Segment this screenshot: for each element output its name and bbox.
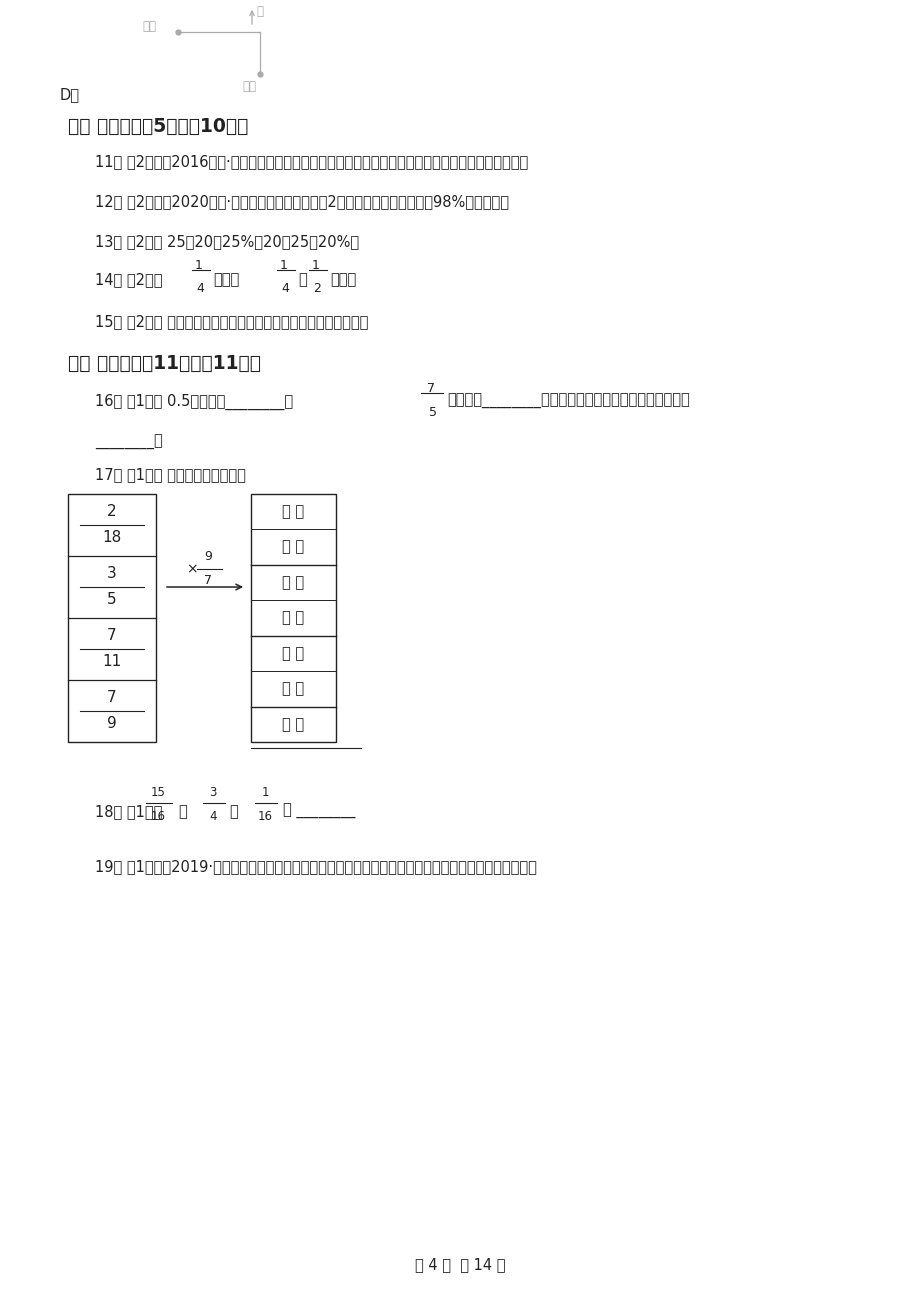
Text: 9: 9 (107, 716, 117, 732)
Bar (251, 493, 335, 742)
Text: （ ）: （ ） (282, 504, 304, 519)
Text: ＝ ________: ＝ ________ (283, 805, 355, 819)
Text: 7: 7 (204, 574, 211, 587)
Text: 7: 7 (108, 690, 117, 706)
Text: 15: 15 (151, 785, 165, 798)
Text: 北: 北 (255, 5, 263, 18)
Text: 2: 2 (108, 504, 117, 519)
Text: （ ）: （ ） (282, 681, 304, 697)
Text: 是: 是 (298, 272, 306, 286)
Text: 17． （1分） 比一比，谁填得快．: 17． （1分） 比一比，谁填得快． (95, 467, 245, 482)
Text: －: － (177, 805, 187, 819)
Text: 5: 5 (108, 592, 117, 608)
Text: 7: 7 (426, 381, 435, 395)
Text: 1: 1 (312, 259, 320, 272)
Text: ×: × (186, 562, 198, 575)
Text: －: － (229, 805, 237, 819)
Text: 4: 4 (280, 283, 289, 296)
Text: 1: 1 (279, 259, 288, 272)
Text: 公园: 公园 (242, 79, 255, 92)
Text: 3: 3 (210, 785, 217, 798)
Bar (68, 493, 156, 742)
Text: 二、 判断题（共5题；共10分）: 二、 判断题（共5题；共10分） (68, 117, 248, 135)
Text: 5: 5 (428, 406, 437, 419)
Text: 19． （1分）（2019·孝感）在下图中所示的直线上填数。上面的口里填分数，下面的口里填整数或小数。: 19． （1分）（2019·孝感）在下图中所示的直线上填数。上面的口里填分数，下… (95, 859, 537, 874)
Text: D．: D． (60, 87, 80, 102)
Text: 4: 4 (196, 283, 204, 296)
Text: 2: 2 (312, 283, 321, 296)
Text: 7: 7 (108, 629, 117, 643)
Text: （ ）: （ ） (282, 717, 304, 732)
Text: 12． （2分）（2020六上·天峨期末）六一班今天有2人请假，今天的出勤率是98%．（　　）: 12． （2分）（2020六上·天峨期末）六一班今天有2人请假，今天的出勤率是9… (95, 194, 508, 210)
Text: 18: 18 (102, 530, 121, 546)
Text: 14． （2分）: 14． （2分） (95, 272, 163, 286)
Text: 18． （1分）: 18． （1分） (95, 805, 162, 819)
Text: （ ）: （ ） (282, 575, 304, 590)
Text: 1: 1 (261, 785, 268, 798)
Text: 1: 1 (195, 259, 203, 272)
Text: ________．: ________． (95, 435, 163, 450)
Text: 11: 11 (102, 655, 121, 669)
Text: 9: 9 (204, 551, 211, 564)
Text: 15． （2分） 扇形是圆的一部分，所以扇形的面积小于圆的面积。: 15． （2分） 扇形是圆的一部分，所以扇形的面积小于圆的面积。 (95, 314, 368, 329)
Text: （ ）: （ ） (282, 539, 304, 555)
Text: （ ）: （ ） (282, 646, 304, 661)
Text: 三、 填空题（共11题；共11分）: 三、 填空题（共11题；共11分） (68, 354, 261, 372)
Text: 4: 4 (209, 810, 217, 823)
Text: 11． （2分）（2016六下·庆阳月考）在比例里，两个外项的积等于两个内项的积．这是比的基本性质．: 11． （2分）（2016六下·庆阳月考）在比例里，两个外项的积等于两个内项的积… (95, 154, 528, 169)
Text: 第 4 页  共 14 页: 第 4 页 共 14 页 (414, 1256, 505, 1272)
Text: 乐乐: 乐乐 (142, 20, 156, 33)
Text: 小时。: 小时。 (330, 272, 356, 286)
Text: （ ）: （ ） (282, 611, 304, 625)
Text: 的倒数是________，最小的质数和最小合数的积的倒数是: 的倒数是________，最小的质数和最小合数的积的倒数是 (447, 395, 689, 409)
Text: 13． （2分） 25比20多25%，20比25刁20%．: 13． （2分） 25比20多25%，20比25刁20%． (95, 234, 358, 249)
Text: 3: 3 (107, 566, 117, 582)
Text: 16． （1分） 0.5的倒数是________，: 16． （1分） 0.5的倒数是________， (95, 395, 293, 410)
Text: 16: 16 (257, 810, 272, 823)
Text: 小时的: 小时的 (213, 272, 239, 286)
Text: 16: 16 (151, 810, 165, 823)
